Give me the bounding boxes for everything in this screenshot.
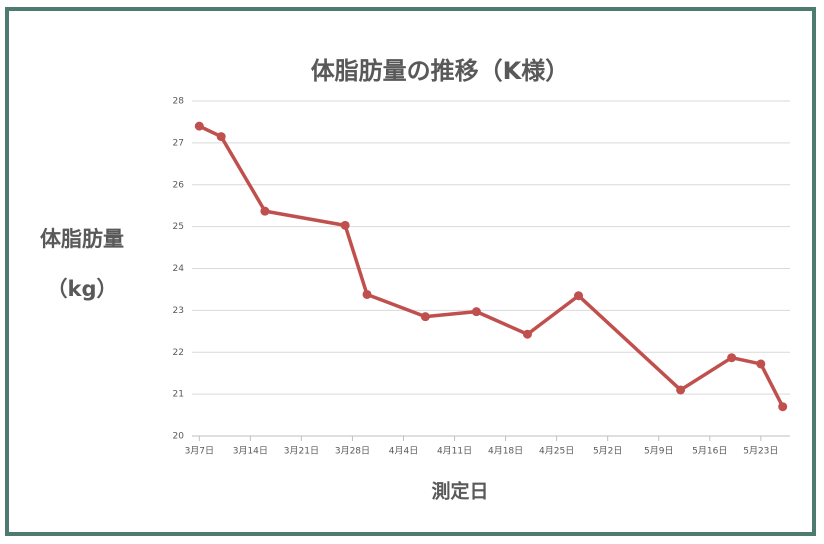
y-tick-label: 28: [173, 97, 185, 107]
data-point: [574, 291, 584, 301]
y-tick-label: 23: [173, 306, 184, 316]
data-point: [727, 353, 737, 363]
x-tick-label: 4月18日: [488, 446, 523, 457]
x-tick-label: 5月2日: [593, 446, 622, 457]
data-point: [260, 206, 270, 216]
y-axis-label: （kg）: [47, 277, 118, 301]
data-point: [340, 220, 350, 230]
x-axis-label: 測定日: [431, 480, 488, 503]
x-tick-label: 3月7日: [185, 446, 214, 457]
frame: [5, 7, 816, 536]
data-point: [778, 402, 788, 412]
x-tick-label: 5月16日: [692, 446, 727, 457]
data-point: [756, 359, 766, 369]
data-point: [362, 289, 372, 299]
x-tick-label: 5月23日: [743, 446, 778, 457]
y-tick-label: 24: [173, 264, 185, 274]
y-axis-label: 体脂肪量: [40, 227, 124, 251]
data-point: [676, 385, 686, 395]
y-tick-label: 21: [173, 390, 184, 400]
data-point: [420, 312, 430, 322]
data-point: [216, 132, 226, 142]
y-tick-label: 22: [173, 348, 184, 358]
data-point: [471, 307, 481, 317]
x-tick-label: 5月9日: [644, 446, 673, 457]
y-tick-label: 20: [173, 432, 185, 442]
y-tick-label: 26: [173, 180, 185, 190]
data-point: [522, 329, 532, 339]
x-tick-label: 3月28日: [335, 446, 370, 457]
y-tick-label: 27: [173, 138, 184, 148]
x-tick-label: 4月25日: [539, 446, 574, 457]
x-tick-label: 4月4日: [389, 446, 418, 457]
x-tick-label: 4月11日: [437, 446, 472, 457]
data-point: [194, 121, 204, 131]
x-tick-label: 3月14日: [233, 446, 268, 457]
x-tick-label: 3月21日: [284, 446, 319, 457]
y-tick-label: 25: [173, 222, 184, 232]
chart-title: 体脂肪量の推移（K様）: [311, 57, 570, 85]
